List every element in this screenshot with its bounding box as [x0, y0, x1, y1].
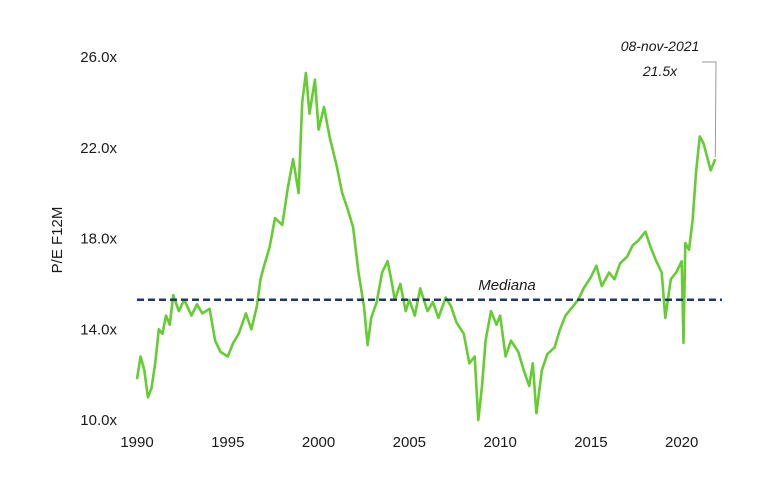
x-tick-label: 2000 [302, 434, 335, 451]
x-tick-label: 2005 [393, 434, 426, 451]
x-tick-label: 1990 [120, 434, 153, 451]
annotation-date: 08-nov-2021 [621, 38, 700, 54]
y-axis-title: P/E F12M [49, 207, 66, 274]
last-value-annotation: 08-nov-2021 21.5x [621, 38, 717, 158]
pe-series-line [135, 71, 717, 422]
y-tick-label: 26.0x [80, 49, 117, 66]
y-axis-label: P/E F12M [49, 207, 66, 274]
y-tick-label: 18.0x [80, 231, 117, 248]
pe-series [135, 71, 717, 422]
median-group: Mediana [137, 277, 722, 302]
x-tick-label: 1995 [211, 434, 244, 451]
x-tick-label: 2015 [574, 434, 607, 451]
x-tick-labels: 1990 1995 2000 2005 2010 2015 2020 [120, 434, 698, 451]
median-label: Mediana [478, 277, 536, 294]
y-tick-label: 10.0x [80, 412, 117, 429]
y-tick-label: 14.0x [80, 321, 117, 338]
annotation-value: 21.5x [642, 63, 678, 79]
x-tick-label: 2010 [483, 434, 516, 451]
y-tick-label: 22.0x [80, 140, 117, 157]
annotation-leader-line [702, 61, 717, 158]
y-tick-labels: 26.0x 22.0x 18.0x 14.0x 10.0x [80, 49, 117, 429]
x-tick-label: 2020 [665, 434, 698, 451]
